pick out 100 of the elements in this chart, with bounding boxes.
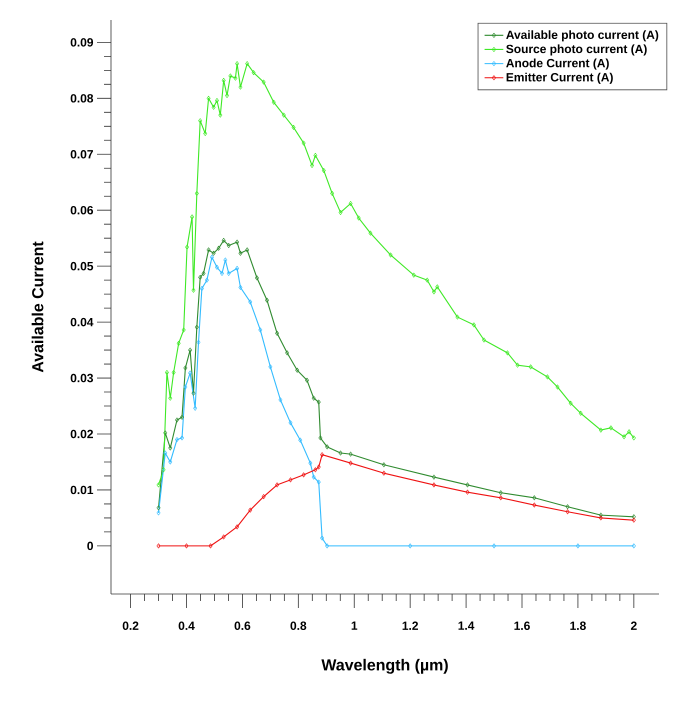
point (252, 70, 256, 76)
point (348, 460, 353, 466)
point (185, 244, 189, 250)
y-tick-label: 0.04 (70, 318, 94, 326)
point (292, 124, 296, 130)
point (248, 299, 252, 304)
point (546, 374, 550, 380)
point (308, 460, 312, 466)
point (208, 543, 212, 548)
point (164, 370, 169, 375)
point (466, 482, 470, 488)
point (193, 406, 198, 411)
point (382, 470, 386, 476)
point (492, 543, 496, 548)
x-tick-label: 0.8 (290, 622, 306, 630)
point (516, 362, 520, 368)
point (222, 78, 226, 83)
point (192, 288, 196, 293)
point (220, 270, 224, 276)
point (182, 327, 186, 332)
x-tick-label: 0.6 (234, 622, 250, 630)
point (222, 534, 226, 540)
y-tick-label: 0.03 (70, 374, 94, 382)
point (302, 140, 306, 146)
point (212, 250, 216, 256)
point (226, 270, 231, 276)
point (338, 450, 342, 456)
y-tick-label: 0.08 (70, 94, 94, 103)
point (285, 350, 290, 356)
point (172, 370, 176, 375)
point (432, 474, 436, 480)
point (432, 289, 436, 294)
point (206, 96, 211, 101)
point (295, 368, 300, 373)
point (435, 284, 440, 290)
point (298, 438, 302, 443)
point (282, 112, 286, 118)
point (348, 201, 353, 206)
point (330, 190, 334, 196)
point (262, 80, 266, 85)
point (235, 240, 240, 245)
point (248, 508, 252, 513)
point (598, 515, 603, 520)
point (225, 93, 229, 98)
point (568, 400, 573, 406)
point (198, 274, 202, 280)
point (203, 131, 208, 136)
x-axis-title: Wavelength (µm) (321, 658, 448, 674)
point (432, 482, 436, 488)
point (245, 247, 250, 252)
point (498, 490, 503, 496)
point (180, 414, 184, 420)
point (566, 504, 570, 510)
point (408, 543, 412, 548)
point (238, 250, 242, 256)
point (506, 350, 510, 356)
point (198, 118, 202, 124)
x-tick-label: 1.2 (402, 622, 418, 630)
point (176, 340, 181, 346)
point (320, 536, 324, 541)
point (200, 286, 204, 292)
y-tick-label: 0.01 (70, 486, 94, 494)
point (194, 190, 199, 196)
point (190, 214, 194, 220)
point (532, 495, 536, 500)
point (215, 98, 219, 104)
point (162, 467, 166, 472)
x-tick-label: 2 (630, 622, 637, 630)
point (356, 216, 361, 221)
x-tick-label: 0.2 (122, 622, 138, 630)
point (622, 434, 626, 440)
point (302, 472, 306, 478)
x-tick-label: 0.4 (178, 622, 195, 630)
y-tick-label: 0.09 (70, 38, 94, 47)
point (382, 462, 386, 468)
point (482, 338, 486, 342)
legend-label: Source photo current (A) (506, 44, 647, 56)
point (183, 384, 188, 390)
legend-label: Emitter Current (A) (506, 72, 613, 84)
point (425, 278, 430, 283)
point (312, 396, 316, 401)
point (275, 330, 280, 336)
point (210, 254, 214, 260)
point (313, 152, 318, 158)
point (222, 238, 226, 243)
point (215, 264, 219, 270)
y-tick-label: 0.07 (70, 150, 93, 158)
point (316, 480, 321, 485)
point (528, 364, 533, 370)
x-tick-label: 1.4 (458, 622, 474, 630)
point (188, 348, 192, 353)
point (168, 445, 172, 450)
point (206, 247, 211, 252)
point (310, 162, 314, 168)
point (348, 452, 353, 457)
point (192, 390, 196, 396)
point (556, 384, 560, 390)
point (288, 420, 292, 426)
point (218, 112, 222, 118)
point (245, 61, 250, 66)
